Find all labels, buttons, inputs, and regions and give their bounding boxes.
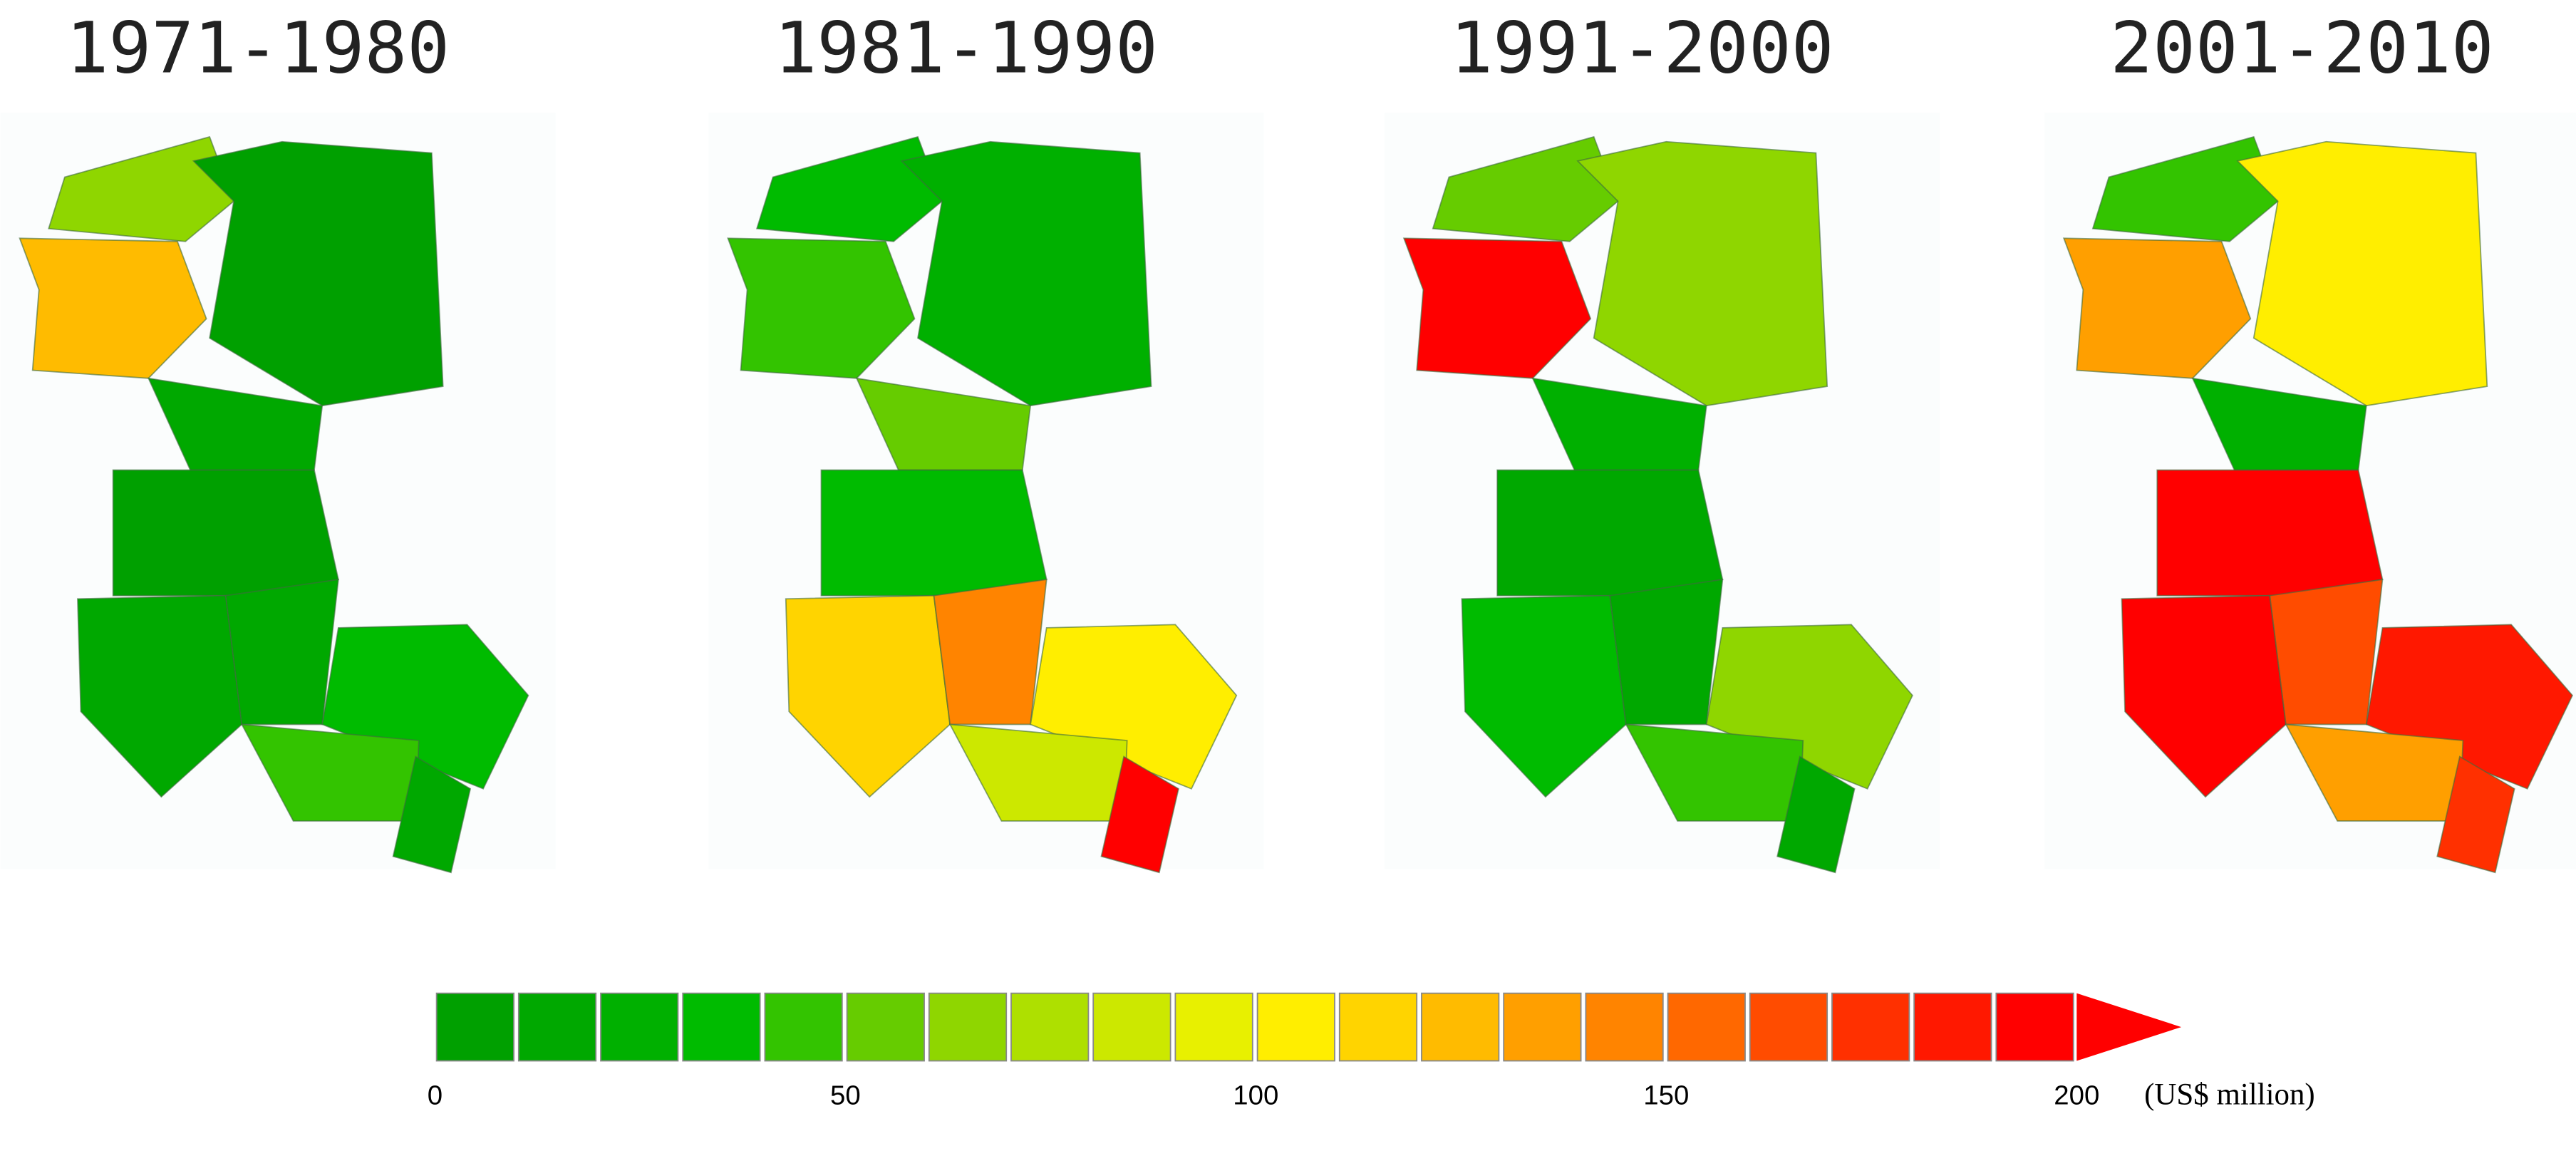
legend-swatch <box>600 992 679 1062</box>
region <box>1576 140 1828 407</box>
legend-swatch <box>1667 992 1746 1062</box>
legend-tick-label: 0 <box>428 1080 443 1110</box>
panel-title: 1991-2000 <box>1450 8 1833 90</box>
region <box>1776 755 1856 874</box>
legend-swatch <box>1010 992 1090 1062</box>
legend-swatch <box>1174 992 1253 1062</box>
legend-swatch <box>928 992 1008 1062</box>
region <box>224 579 339 726</box>
legend-swatch <box>682 992 761 1062</box>
region <box>192 140 444 407</box>
legend-swatch <box>517 992 597 1062</box>
region <box>2269 579 2384 726</box>
map-panel <box>708 113 1264 874</box>
region <box>1705 624 1913 790</box>
map-panel <box>0 113 556 874</box>
region <box>2236 140 2488 407</box>
region <box>1461 594 1627 798</box>
region <box>1496 469 1724 597</box>
legend-swatch <box>846 992 925 1062</box>
region <box>76 594 243 798</box>
legend-tick-label: 50 <box>830 1080 861 1110</box>
region <box>1100 755 1179 874</box>
legend-swatch <box>1503 992 1582 1062</box>
region <box>900 140 1152 407</box>
region <box>755 135 943 242</box>
region <box>933 579 1048 726</box>
region <box>2436 755 2515 874</box>
legend-swatch <box>1913 992 1992 1062</box>
panel-title: 2001-2010 <box>2110 8 2493 90</box>
legend-swatch <box>1749 992 1828 1062</box>
legend-swatch <box>1995 992 2074 1062</box>
legend-swatch <box>1256 992 1335 1062</box>
region <box>321 624 529 790</box>
panel-title: 1971-1980 <box>66 8 450 90</box>
region <box>2121 594 2287 798</box>
region <box>392 755 472 874</box>
legend-swatch <box>435 992 514 1062</box>
panel-title: 1981-1990 <box>775 8 1158 90</box>
region <box>820 469 1048 597</box>
region <box>1609 579 1724 726</box>
region <box>2091 135 2279 242</box>
legend-swatch <box>1092 992 1171 1062</box>
legend-unit: (US$ million) <box>2144 1078 2315 1111</box>
legend-swatch <box>1421 992 1500 1062</box>
legend-swatch <box>1585 992 1664 1062</box>
legend-arrow <box>2076 993 2182 1061</box>
map-panel <box>1385 113 1940 874</box>
legend-tick-label: 100 <box>1233 1080 1278 1110</box>
legend-tick-label: 200 <box>2054 1080 2099 1110</box>
legend-swatch <box>1831 992 1910 1062</box>
map-panel <box>2044 113 2576 874</box>
region <box>2156 469 2384 597</box>
region <box>785 594 951 798</box>
region <box>48 135 235 242</box>
region <box>112 469 339 597</box>
legend-swatch <box>1338 992 1418 1062</box>
region <box>2365 624 2574 790</box>
region <box>1432 135 1619 242</box>
legend-tick-label: 150 <box>1643 1080 1689 1110</box>
region <box>1030 624 1238 790</box>
legend-swatch <box>764 992 843 1062</box>
